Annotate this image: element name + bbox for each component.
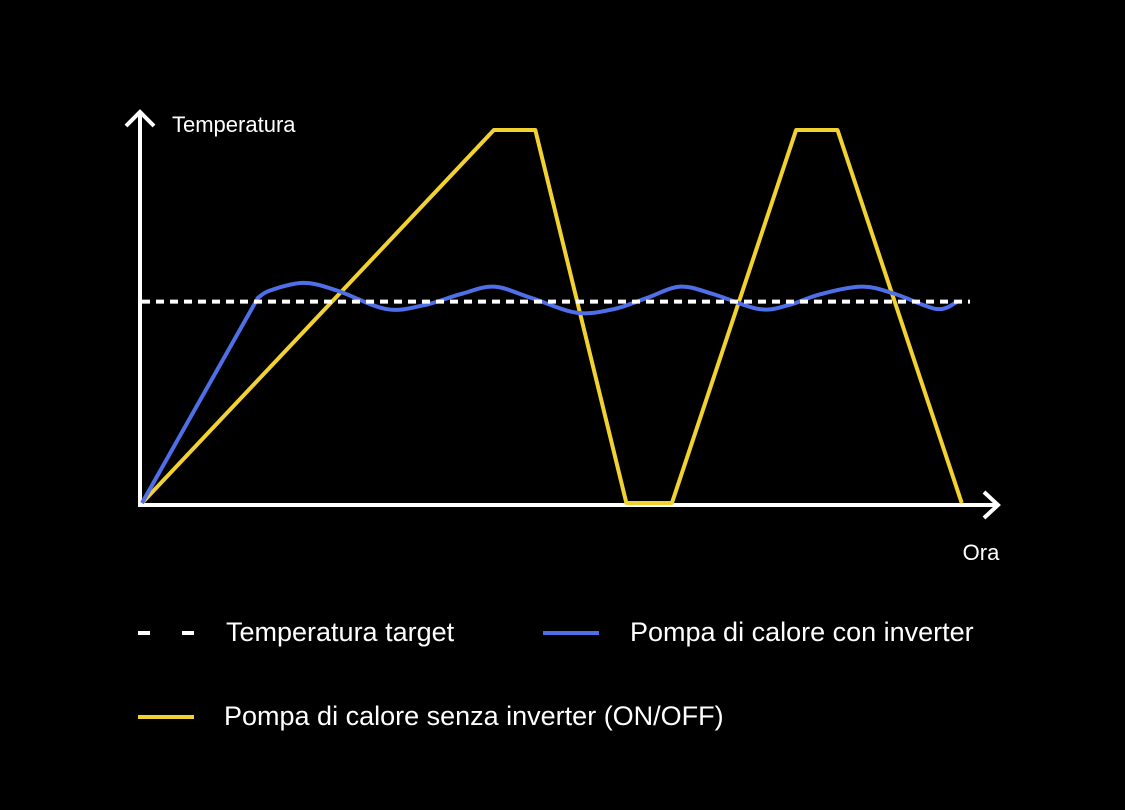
x-axis-arrow	[982, 490, 1001, 520]
series-layer	[140, 128, 970, 505]
x-axis-label: Ora	[963, 540, 1000, 565]
legend-label-target: Temperatura target	[226, 617, 455, 647]
chart: Temperatura Ora	[124, 109, 1001, 565]
series-line-inverter	[140, 280, 959, 504]
legend-swatch-yellow	[138, 714, 194, 719]
legend-item-inverter: Pompa di calore con inverter	[543, 617, 974, 648]
legend-item-target: Temperatura target	[138, 617, 454, 648]
legend-item-no-inverter: Pompa di calore senza inverter (ON/OFF)	[138, 701, 724, 732]
legend-swatch-blue	[543, 630, 599, 635]
y-axis-label: Temperatura	[172, 112, 296, 137]
legend-label-inverter: Pompa di calore con inverter	[630, 617, 974, 647]
legend-label-no-inverter: Pompa di calore senza inverter (ON/OFF)	[224, 701, 724, 731]
legend-swatch-dashed	[138, 630, 194, 635]
y-axis-arrow	[124, 109, 156, 128]
axes	[124, 109, 1001, 520]
series-line-no-inverter	[140, 128, 964, 505]
